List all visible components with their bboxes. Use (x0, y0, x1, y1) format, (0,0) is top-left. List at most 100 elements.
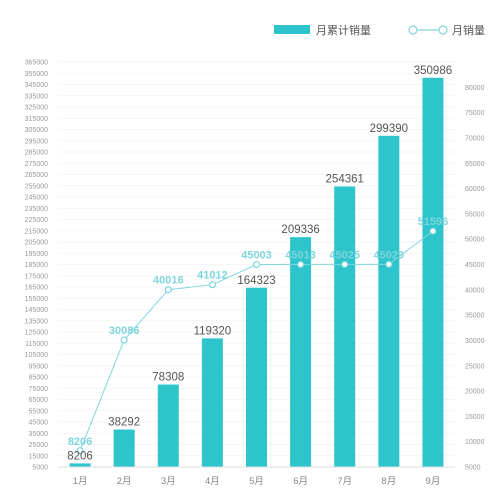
line-value-label: 40016 (153, 275, 184, 287)
left-tick-label: 205000 (25, 240, 48, 247)
left-tick-label: 195000 (25, 251, 48, 258)
right-tick-label: 10000 (465, 439, 485, 446)
right-tick-label: 75000 (465, 110, 485, 117)
bar-value-label: 350986 (414, 65, 452, 77)
legend-line-label: 月销量 (452, 23, 485, 37)
left-tick-label: 265000 (25, 172, 48, 179)
category-label: 1月 (73, 476, 88, 487)
left-axis: 5000 15000 25000 35000 45000 55000 65000 75000 8… (25, 60, 48, 472)
left-tick-label: 275000 (25, 161, 48, 168)
left-tick-label: 75000 (29, 386, 49, 393)
right-tick-label: 65000 (465, 161, 485, 168)
bar-value-label: 119320 (194, 325, 232, 337)
legend-line-marker-left (408, 25, 418, 35)
bar-value-label: 254361 (326, 173, 364, 185)
left-tick-label: 125000 (25, 330, 48, 337)
bar-value-label: 164323 (237, 275, 275, 287)
line-value-label: 30086 (109, 325, 140, 337)
bar (422, 77, 444, 467)
left-tick-label: 105000 (25, 352, 48, 359)
legend-line-marker-right (438, 25, 448, 35)
left-tick-label: 185000 (25, 262, 48, 269)
legend-bar-label: 月累计销量 (316, 23, 371, 37)
left-tick-label: 165000 (25, 285, 48, 292)
right-tick-label: 20000 (465, 389, 485, 396)
line-point (385, 260, 393, 268)
left-tick-label: 345000 (25, 82, 48, 89)
left-tick-label: 245000 (25, 195, 48, 202)
legend-bar-swatch (274, 25, 310, 34)
bar (201, 338, 223, 467)
line-value-label: 51596 (418, 216, 449, 228)
category-label: 9月 (426, 476, 441, 487)
category-label: 4月 (205, 476, 220, 487)
left-tick-label: 365000 (25, 60, 48, 67)
line-point (208, 281, 216, 289)
left-tick-label: 45000 (29, 420, 49, 427)
left-tick-label: 85000 (29, 375, 49, 382)
left-tick-label: 135000 (25, 318, 48, 325)
category-label: 2月 (117, 476, 132, 487)
bar-value-label: 209336 (281, 224, 319, 236)
line-value-label: 45003 (241, 249, 272, 261)
left-tick-label: 25000 (29, 442, 49, 449)
bar-value-label: 8206 (67, 450, 93, 462)
data-labels: 8206 38292 78308 119320 164323 209336 254361 29… (67, 65, 452, 463)
line-point (164, 286, 172, 294)
left-tick-label: 15000 (29, 453, 49, 460)
line-value-label: 45025 (329, 249, 360, 261)
category-label: 3月 (161, 476, 176, 487)
bar (113, 429, 135, 467)
bar-value-label: 78308 (152, 372, 184, 384)
bar (157, 384, 179, 467)
category-label: 7月 (337, 476, 352, 487)
right-tick-label: 25000 (465, 363, 485, 370)
line-point (252, 260, 261, 269)
line-value-label: 45013 (285, 249, 316, 261)
left-tick-label: 5000 (32, 465, 48, 472)
left-tick-label: 95000 (29, 363, 49, 370)
left-tick-label: 215000 (25, 228, 48, 235)
right-axis: 5000 10000 15000 20000 25000 30000 35000 40000 4… (465, 85, 485, 472)
legend[interactable]: 月累计销量 月销量 (274, 23, 485, 37)
right-tick-label: 80000 (465, 85, 485, 92)
right-tick-label: 45000 (465, 262, 485, 269)
left-tick-label: 305000 (25, 127, 48, 134)
left-tick-label: 55000 (29, 408, 49, 415)
bar (69, 463, 91, 467)
right-tick-label: 30000 (465, 338, 485, 345)
left-tick-label: 295000 (25, 138, 48, 145)
left-tick-label: 115000 (25, 341, 48, 348)
line-value-label: 41012 (197, 270, 228, 282)
bar (246, 287, 267, 467)
right-tick-label: 50000 (465, 237, 485, 244)
right-tick-label: 15000 (465, 414, 485, 421)
left-tick-label: 255000 (25, 183, 48, 190)
category-label: 8月 (381, 476, 396, 487)
bar (290, 237, 312, 467)
right-tick-label: 35000 (465, 313, 485, 320)
left-tick-label: 175000 (25, 273, 48, 280)
line-point (429, 227, 437, 235)
category-label: 6月 (293, 476, 308, 487)
line-point (297, 260, 305, 269)
bar (334, 186, 356, 467)
left-tick-label: 35000 (29, 431, 49, 438)
left-tick-label: 225000 (25, 217, 48, 224)
right-tick-label: 55000 (465, 211, 485, 218)
left-tick-label: 355000 (25, 71, 48, 78)
left-tick-label: 325000 (25, 105, 48, 112)
category-label: 5月 (249, 476, 264, 487)
bar (378, 135, 400, 467)
right-tick-label: 5000 (465, 465, 481, 472)
left-tick-label: 285000 (25, 150, 48, 157)
right-tick-label: 40000 (465, 287, 485, 294)
category-axis: 1月 2月 3月 4月 5月 6月 7月 8月 9月 (58, 466, 455, 487)
line-value-label: 8206 (68, 436, 92, 448)
left-tick-label: 155000 (25, 296, 48, 303)
bar-series (69, 77, 444, 467)
right-tick-label: 70000 (465, 135, 485, 142)
line-value-label: 45029 (374, 249, 405, 261)
line-point (76, 447, 84, 455)
